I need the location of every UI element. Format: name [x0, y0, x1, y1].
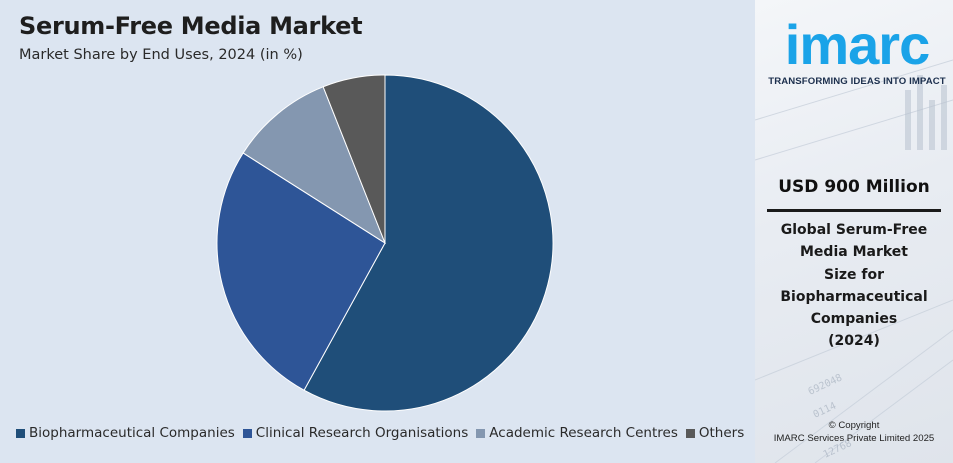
- desc-line: Companies: [810, 311, 898, 328]
- legend-swatch: [476, 428, 486, 438]
- desc-line: (2024): [828, 333, 880, 350]
- market-size-value: USD 900 Million: [778, 177, 930, 197]
- legend-swatch: [242, 428, 252, 438]
- chart-panel: Serum-Free Media Market Market Share by …: [0, 0, 755, 463]
- divider: [767, 209, 941, 212]
- legend-item-academic-research: Academic Research Centres: [476, 425, 678, 441]
- legend-item-clinical-research: Clinical Research Organisations: [242, 425, 469, 441]
- svg-text:0114: 0114: [812, 401, 838, 421]
- desc-line: Media Market: [800, 244, 908, 261]
- pie-slice-biopharmaceutical: [303, 74, 554, 412]
- legend-label: Clinical Research Organisations: [255, 425, 469, 441]
- imarc-logo: imarc: [785, 13, 930, 72]
- legend-item-others: Others: [685, 425, 745, 441]
- copyright-line: © Copyright: [828, 420, 880, 431]
- copyright-line: IMARC Services Private Limited 2025: [773, 433, 935, 444]
- desc-line: Size for: [823, 266, 884, 283]
- pie-chart: [216, 74, 554, 412]
- info-sidebar: 692048 0114 12768 imarc TRANSFORMING IDE…: [755, 0, 953, 463]
- market-size-description: Global Serum-Free Media Market Size for …: [767, 219, 941, 353]
- legend-swatch: [685, 428, 695, 438]
- chart-legend: Biopharmaceutical Companies Clinical Res…: [16, 424, 752, 442]
- chart-title: Serum-Free Media Market: [19, 12, 363, 40]
- legend-label: Biopharmaceutical Companies: [29, 425, 235, 441]
- svg-text:imarc: imarc: [785, 13, 929, 72]
- logo-tagline: TRANSFORMING IDEAS INTO IMPACT: [768, 76, 946, 87]
- legend-item-biopharmaceutical: Biopharmaceutical Companies: [16, 425, 235, 441]
- legend-label: Academic Research Centres: [489, 425, 678, 441]
- desc-line: Biopharmaceutical: [780, 288, 928, 305]
- pie-slice-clinical-research: [216, 152, 386, 391]
- desc-line: Global Serum-Free: [780, 222, 928, 238]
- chart-subtitle: Market Share by End Uses, 2024 (in %): [19, 47, 303, 63]
- legend-label: Others: [698, 425, 745, 441]
- pie-slice-academic-research: [242, 86, 387, 245]
- svg-text:692048: 692048: [807, 372, 844, 397]
- pie-slice-others: [322, 74, 386, 244]
- background-graphic: 692048 0114 12768: [755, 59, 953, 463]
- legend-swatch: [16, 428, 25, 438]
- copyright-notice: © Copyright IMARC Services Private Limit…: [755, 419, 953, 445]
